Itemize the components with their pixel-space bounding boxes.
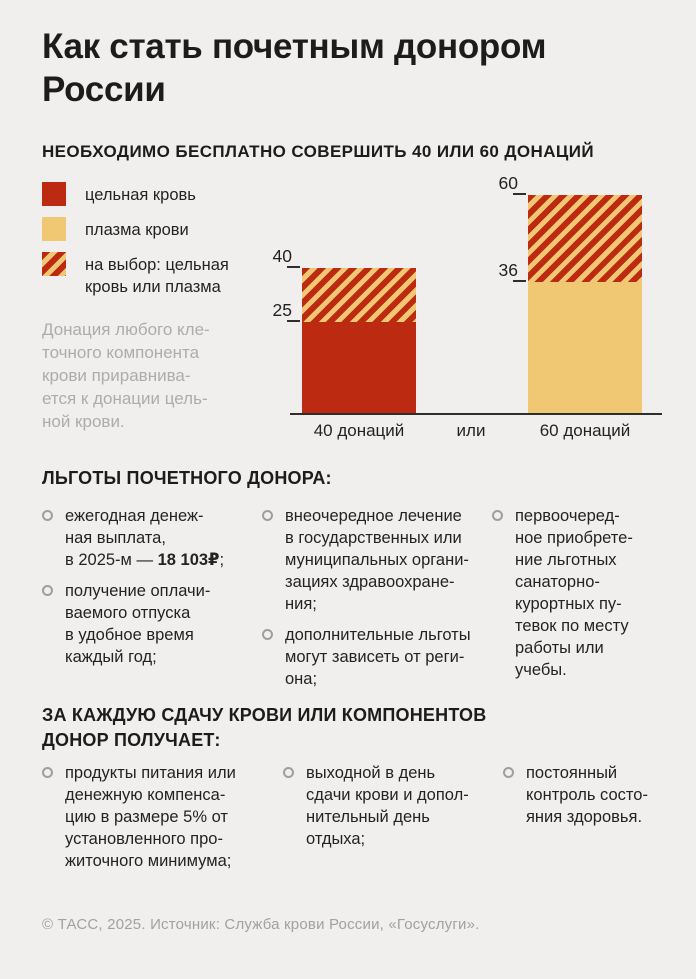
- whole-blood-swatch-icon: [42, 182, 66, 206]
- value-label: 60: [498, 173, 518, 193]
- per-donation-heading: ЗА КАЖДУЮ СДАЧУ КРОВИ ИЛИ КОМПОНЕНТОВ ДО…: [42, 705, 487, 750]
- legend-label: на выбор: цельная кровь или плазма: [85, 256, 229, 296]
- legend-label: цельная кровь: [85, 186, 196, 204]
- benefit-text: получение оплачи- ваемого отпуска в удоб…: [65, 582, 211, 666]
- donation-note: Донация любого кле- точного компонента к…: [42, 320, 210, 431]
- tick-mark-icon: [287, 320, 300, 323]
- bullet-icon: [262, 510, 273, 521]
- per-donation-text: выходной в день сдачи крови и допол- нит…: [306, 764, 469, 848]
- per-donation-text: постоянный контроль состо- яния здоровья…: [526, 764, 648, 826]
- bullet-icon: [42, 510, 53, 521]
- page-title: Как стать почетным донором России: [42, 27, 547, 109]
- per-donation-item: продукты питания или денежную компенса- …: [42, 762, 267, 872]
- tick-mark-icon: [287, 265, 300, 268]
- value-label: 25: [272, 300, 292, 321]
- legend-item-plasma: плазма крови: [42, 217, 229, 241]
- per-donation-column-3: постоянный контроль состо- яния здоровья…: [503, 762, 668, 837]
- bullet-icon: [283, 767, 294, 778]
- bar-segment-striped: [302, 267, 416, 323]
- benefits-heading: ЛЬГОТЫ ПОЧЕТНОГО ДОНОРА:: [42, 468, 332, 488]
- benefit-item: дополнительные льготы могут зависеть от …: [262, 624, 480, 690]
- benefit-item: внеочередное лечение в государственных и…: [262, 505, 480, 615]
- bullet-icon: [492, 510, 503, 521]
- tick-mark-icon: [513, 193, 526, 195]
- payout-amount: 18 103₽: [157, 551, 220, 569]
- benefit-text: ежегодная денеж- ная выплата, в 2025-м —…: [65, 507, 225, 569]
- donations-chart: 40 донаций или 60 донаций 25 40 36 60: [273, 173, 685, 452]
- per-donation-text: продукты питания или денежную компенса- …: [65, 764, 236, 870]
- chart-legend: цельная кровь плазма крови на выбор: цел…: [42, 182, 229, 309]
- benefits-column-2: внеочередное лечение в государственных и…: [262, 505, 480, 699]
- per-donation-column-1: продукты питания или денежную компенса- …: [42, 762, 267, 881]
- benefit-text: дополнительные льготы могут зависеть от …: [285, 626, 471, 688]
- benefits-column-3: первоочеред- ное приобрете- ние льготных…: [492, 505, 662, 690]
- donations-heading: НЕОБХОДИМО БЕСПЛАТНО СОВЕРШИТЬ 40 ИЛИ 60…: [42, 142, 594, 161]
- bar-segment-solid-red: [302, 322, 416, 413]
- bullet-icon: [262, 629, 273, 640]
- benefit-item: ежегодная денеж- ная выплата, в 2025-м —…: [42, 505, 247, 571]
- plasma-swatch-icon: [42, 217, 66, 241]
- category-label-40: 40 донаций: [313, 421, 405, 440]
- value-label: 40: [272, 245, 292, 266]
- bar-segment-striped: [528, 195, 642, 283]
- source-attribution: © ТАСС, 2025. Источник: Служба крови Рос…: [42, 916, 480, 933]
- benefit-item: первоочеред- ное приобрете- ние льготных…: [492, 505, 662, 681]
- benefit-text: первоочеред- ное приобрете- ние льготных…: [515, 507, 633, 679]
- value-label: 36: [498, 260, 518, 281]
- bullet-icon: [42, 585, 53, 596]
- category-label-60: 60 донаций: [539, 421, 631, 440]
- legend-item-whole-blood: цельная кровь: [42, 182, 229, 206]
- bullet-icon: [503, 767, 514, 778]
- category-separator-label: или: [456, 421, 486, 440]
- legend-item-either: на выбор: цельная кровь или плазма: [42, 252, 229, 298]
- per-donation-column-2: выходной в день сдачи крови и допол- нит…: [283, 762, 488, 859]
- benefits-column-1: ежегодная денеж- ная выплата, в 2025-м —…: [42, 505, 247, 677]
- benefit-item: получение оплачи- ваемого отпуска в удоб…: [42, 580, 247, 668]
- x-axis-line: [290, 413, 662, 415]
- tick-mark-icon: [513, 280, 526, 283]
- bullet-icon: [42, 767, 53, 778]
- bar-segment-solid-tan: [528, 282, 642, 413]
- per-donation-item: постоянный контроль состо- яния здоровья…: [503, 762, 668, 828]
- legend-label: плазма крови: [85, 221, 189, 239]
- per-donation-item: выходной в день сдачи крови и допол- нит…: [283, 762, 488, 850]
- either-swatch-icon: [42, 252, 66, 276]
- benefit-text: внеочередное лечение в государственных и…: [285, 507, 469, 613]
